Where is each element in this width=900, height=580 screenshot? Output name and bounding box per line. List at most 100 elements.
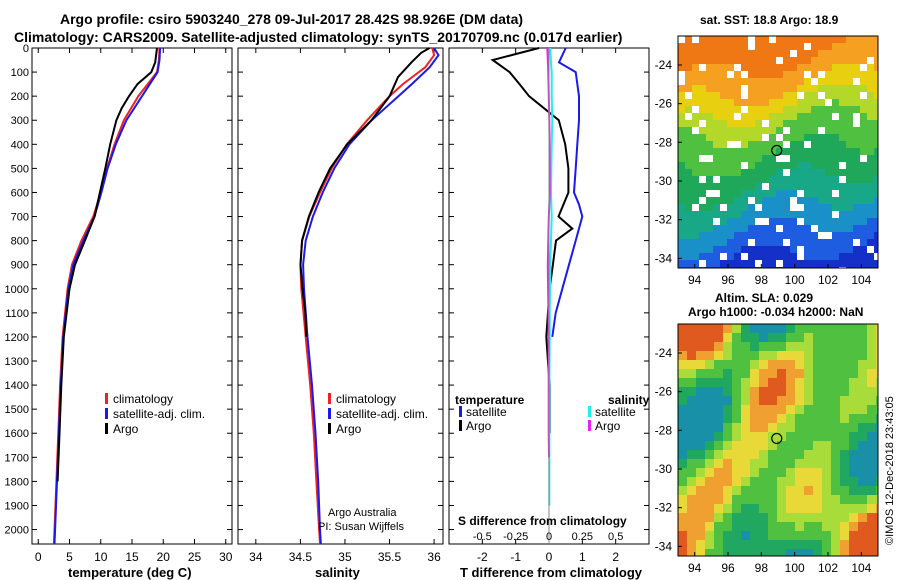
map-cell <box>727 211 734 218</box>
map-cell <box>687 486 696 495</box>
map-cell <box>692 253 699 260</box>
map-cell <box>804 531 813 540</box>
map-cell <box>867 522 876 531</box>
map-cell <box>839 141 846 148</box>
map-cell <box>714 369 723 378</box>
map-cell <box>846 99 853 106</box>
map-cell <box>705 486 714 495</box>
map-cell <box>685 246 692 253</box>
map-cell <box>804 239 811 246</box>
map-cell <box>755 134 762 141</box>
map-cell <box>822 351 831 360</box>
map-cell <box>678 50 685 57</box>
map-y-tick-label: -26 <box>655 97 673 111</box>
map-cell <box>839 106 846 113</box>
map-cell <box>776 232 783 239</box>
map-cell <box>822 468 831 477</box>
map-cell <box>786 459 795 468</box>
map-cell <box>795 414 804 423</box>
map-cell <box>786 477 795 486</box>
map-y-tick-label: -34 <box>655 539 673 553</box>
map-cell <box>692 92 699 99</box>
map-cell <box>831 351 840 360</box>
map-cell <box>720 134 727 141</box>
map-cell <box>678 113 685 120</box>
map-cell <box>840 333 849 342</box>
map-cell <box>755 92 762 99</box>
map-cell <box>678 204 685 211</box>
map-cell <box>818 43 825 50</box>
map-cell <box>804 197 811 204</box>
map-cell <box>825 169 832 176</box>
map-cell <box>831 324 840 333</box>
map-cell <box>867 342 876 351</box>
map-cell <box>839 92 846 99</box>
map-cell <box>714 405 723 414</box>
map-cell <box>713 239 720 246</box>
map-cell <box>786 486 795 495</box>
map-cell <box>699 43 706 50</box>
map-cell <box>732 432 741 441</box>
map-cell <box>741 120 748 127</box>
map-cell <box>755 246 762 253</box>
map-cell <box>867 190 874 197</box>
map-cell <box>748 113 755 120</box>
map-cell <box>825 246 832 253</box>
map-cell <box>797 50 804 57</box>
map-cell <box>687 549 696 556</box>
map-cell <box>860 253 867 260</box>
map-cell <box>714 531 723 540</box>
map-cell <box>706 197 713 204</box>
map-cell <box>713 246 720 253</box>
series-line-t-satellite <box>551 47 584 338</box>
map-cell <box>769 92 776 99</box>
map-cell <box>750 531 759 540</box>
map-cell <box>776 148 783 155</box>
map-cell <box>734 218 741 225</box>
y-tick-label: 1800 <box>5 476 29 488</box>
map-cell <box>748 155 755 162</box>
map-cell <box>699 50 706 57</box>
map-cell <box>813 432 822 441</box>
map-cell <box>750 324 759 333</box>
map-cell <box>741 504 750 513</box>
map-cell <box>734 71 741 78</box>
map-cell <box>797 113 804 120</box>
map-cell <box>783 71 790 78</box>
map-cell <box>825 106 832 113</box>
map-cell <box>839 120 846 127</box>
map-cell <box>776 50 783 57</box>
map-cell <box>699 183 706 190</box>
map-cell <box>797 141 804 148</box>
y-tick-label: 700 <box>11 212 29 224</box>
map-cell <box>685 134 692 141</box>
map-cell <box>783 197 790 204</box>
map-cell <box>804 369 813 378</box>
map-cell <box>818 78 825 85</box>
legend-swatch <box>105 423 108 434</box>
map-cell <box>783 64 790 71</box>
map-cell <box>874 190 878 197</box>
map-cell <box>804 441 813 450</box>
map-cell <box>783 36 790 43</box>
map-cell <box>734 43 741 50</box>
map-cell <box>685 99 692 106</box>
map-cell <box>867 513 876 522</box>
map-cell <box>776 106 783 113</box>
x-tick-label: 2 <box>612 550 619 564</box>
map-cell <box>678 387 687 396</box>
map-cell <box>732 531 741 540</box>
map-cell <box>678 92 685 99</box>
map-cell <box>723 342 732 351</box>
map-cell <box>867 218 874 225</box>
map-cell <box>776 141 783 148</box>
map-cell <box>858 540 867 549</box>
legend-label: climatology <box>113 392 173 406</box>
map-cell <box>734 183 741 190</box>
map-cell <box>797 162 804 169</box>
map-cell <box>840 468 849 477</box>
map-cell <box>769 225 776 232</box>
map-cell <box>727 57 734 64</box>
map-cell <box>699 225 706 232</box>
